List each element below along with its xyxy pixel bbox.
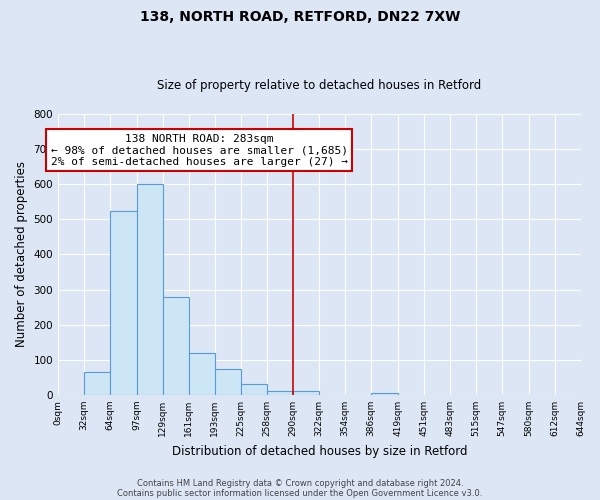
Bar xyxy=(371,393,398,395)
Text: 138 NORTH ROAD: 283sqm
← 98% of detached houses are smaller (1,685)
2% of semi-d: 138 NORTH ROAD: 283sqm ← 98% of detached… xyxy=(50,134,347,167)
Bar xyxy=(268,392,293,395)
Bar xyxy=(241,384,268,395)
Bar xyxy=(188,353,215,395)
Text: Contains HM Land Registry data © Crown copyright and database right 2024.: Contains HM Land Registry data © Crown c… xyxy=(137,478,463,488)
Bar xyxy=(215,368,241,395)
Bar xyxy=(110,210,137,395)
Bar xyxy=(84,372,110,395)
Bar xyxy=(293,392,319,395)
Y-axis label: Number of detached properties: Number of detached properties xyxy=(15,162,28,348)
Title: Size of property relative to detached houses in Retford: Size of property relative to detached ho… xyxy=(157,79,481,92)
X-axis label: Distribution of detached houses by size in Retford: Distribution of detached houses by size … xyxy=(172,444,467,458)
Bar xyxy=(163,296,188,395)
Bar xyxy=(137,184,163,395)
Text: Contains public sector information licensed under the Open Government Licence v3: Contains public sector information licen… xyxy=(118,488,482,498)
Text: 138, NORTH ROAD, RETFORD, DN22 7XW: 138, NORTH ROAD, RETFORD, DN22 7XW xyxy=(140,10,460,24)
